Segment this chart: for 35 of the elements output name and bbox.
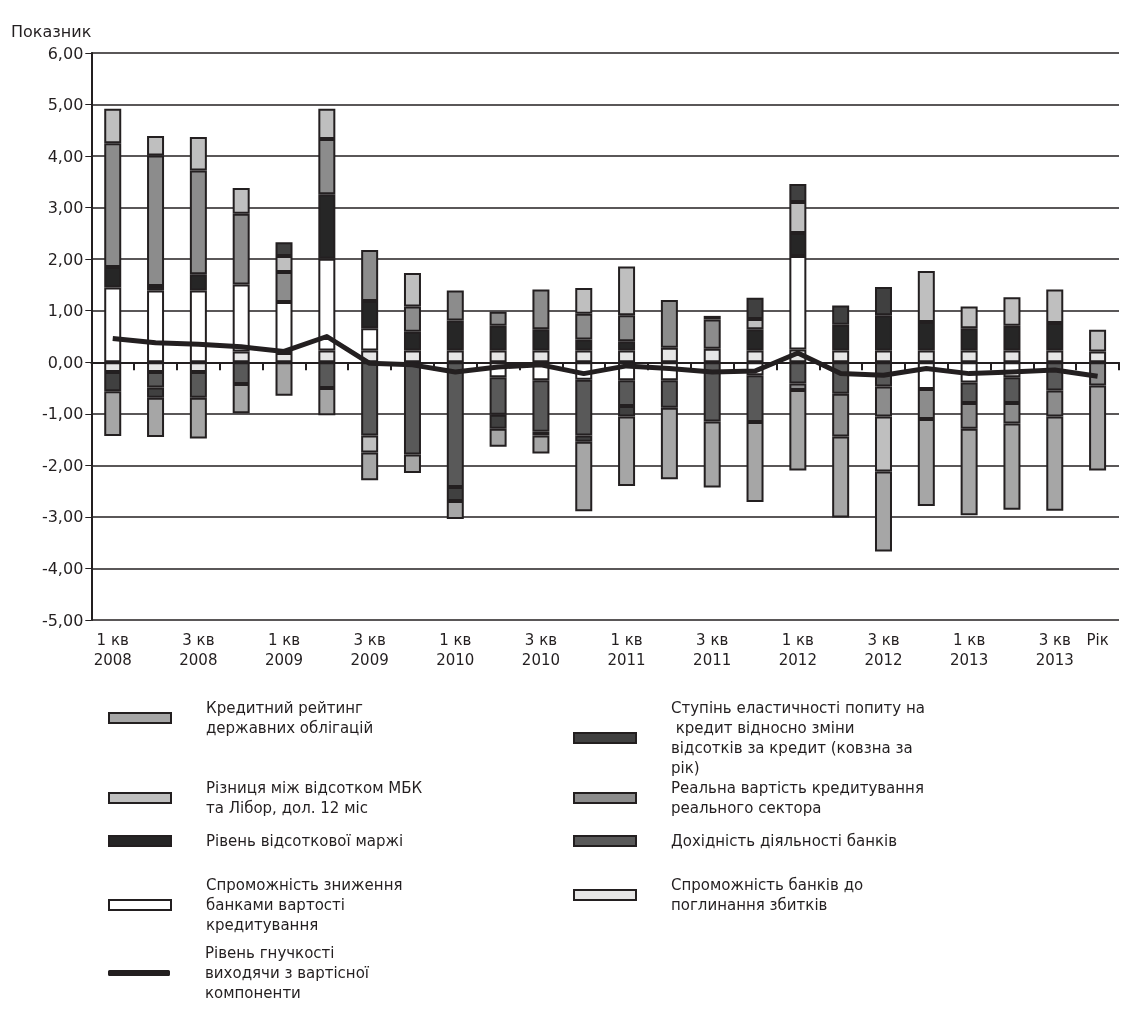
y-tick-label: 1,00 [47,301,84,321]
y-tick-label: 5,00 [47,95,84,115]
x-tick-label: Рік [1086,631,1109,649]
y-tick-label: 2,00 [47,249,84,269]
legend-label: Реальна вартість кредитування реального сектора [671,779,929,817]
legend-label: Різниця між відсотком МБК та Лібор, дол. 12 міс [206,779,428,817]
y-tick-label: 4,00 [47,146,84,166]
x-tick-label: 3 кв 2011 [693,631,732,669]
legend-label: Дохідність діяльності банків [671,832,898,850]
legend-label: Кредитний рейтинг державних облігацій [206,699,374,737]
x-tick-label: 3 кв 2013 [1035,631,1074,669]
y-tick-label: -2,00 [41,455,84,475]
x-tick-label: 1 кв 2012 [778,631,817,669]
y-tick-label: 0,00 [47,352,84,372]
y-tick-label: -1,00 [41,404,84,424]
y-tick-label: -3,00 [41,507,84,527]
y-axis-title: Показник [10,21,92,41]
y-tick-label: -5,00 [41,610,84,630]
x-tick-label: 1 кв 2013 [950,631,989,669]
x-tick-label: 1 кв 2008 [93,631,132,669]
x-tick-label: 1 кв 2009 [264,631,304,669]
x-tick-label: 1 кв 2010 [436,631,475,669]
y-tick-label: -4,00 [41,558,84,578]
legend-label: Ступінь еластичності попиту на кредит відносно зміни відсотків за кредит (ковзна за рік) [671,699,925,777]
legend-label: Рівень гнучкості виходячи з вартісної компоненти [205,944,374,1002]
x-tick-label: 3 кв 2010 [521,631,561,669]
legend-label: Спроможність зниження банками вартості кредитування [206,876,408,934]
x-tick-label: 1 кв 2011 [607,631,646,669]
x-tick-label: 3 кв 2008 [179,631,218,669]
x-tick-label: 3 кв 2012 [864,631,903,669]
legend-label: Спроможність банків до поглинання збитків [671,876,868,914]
x-tick-label: 3 кв 2009 [350,631,389,669]
y-tick-label: 6,00 [47,43,84,63]
legend-label: Рівень відсоткової маржі [206,832,404,850]
y-tick-label: 3,00 [47,198,84,218]
